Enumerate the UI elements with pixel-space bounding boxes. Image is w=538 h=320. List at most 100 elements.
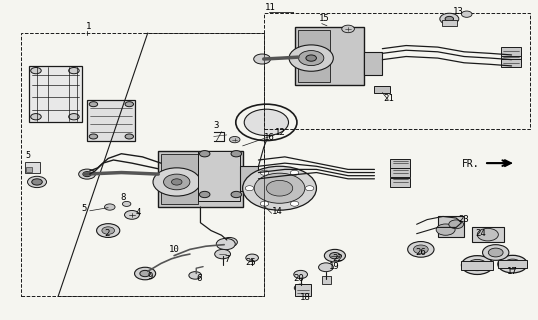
Circle shape (294, 284, 307, 292)
Circle shape (254, 54, 271, 64)
Text: 12: 12 (275, 128, 286, 137)
Circle shape (229, 136, 240, 143)
Bar (390, 159, 410, 168)
Circle shape (342, 25, 355, 33)
Circle shape (69, 68, 79, 74)
Bar (364, 52, 383, 75)
Circle shape (102, 227, 115, 234)
Bar (472, 228, 504, 242)
Circle shape (294, 270, 308, 278)
Text: 2: 2 (104, 229, 110, 238)
Bar (25, 162, 40, 172)
Circle shape (124, 211, 139, 219)
Bar (264, 12, 530, 129)
Circle shape (462, 11, 472, 17)
Circle shape (164, 174, 190, 190)
Circle shape (140, 270, 151, 277)
Circle shape (468, 260, 487, 271)
Circle shape (125, 134, 133, 139)
Circle shape (291, 201, 299, 206)
Circle shape (222, 237, 237, 247)
Text: 20: 20 (293, 274, 304, 283)
Circle shape (200, 191, 210, 198)
Bar (295, 27, 364, 85)
Circle shape (89, 102, 98, 107)
Bar (498, 260, 527, 268)
Circle shape (291, 170, 299, 175)
Circle shape (231, 191, 242, 198)
Circle shape (324, 249, 345, 262)
Bar (161, 154, 198, 204)
Text: 19: 19 (329, 262, 340, 271)
Text: 3: 3 (214, 121, 219, 130)
Text: 16: 16 (264, 133, 274, 142)
Circle shape (408, 242, 434, 257)
Circle shape (134, 267, 155, 280)
Text: 25: 25 (246, 258, 257, 267)
Text: 6: 6 (196, 274, 202, 283)
Bar (298, 30, 330, 82)
Circle shape (445, 16, 454, 21)
Text: 11: 11 (265, 3, 275, 12)
Circle shape (440, 13, 459, 25)
Text: 18: 18 (300, 293, 310, 302)
Text: 22: 22 (332, 254, 343, 263)
Bar (374, 86, 390, 92)
Circle shape (504, 259, 521, 269)
Circle shape (231, 151, 242, 157)
Text: 17: 17 (507, 267, 518, 276)
Bar (501, 59, 521, 68)
Bar (462, 261, 493, 270)
Text: 1: 1 (86, 22, 91, 31)
Circle shape (31, 68, 41, 74)
Bar (295, 284, 311, 296)
Bar (29, 66, 82, 122)
Bar (442, 20, 457, 26)
Bar (501, 47, 521, 56)
Circle shape (31, 114, 41, 120)
Bar (240, 166, 258, 191)
Text: 13: 13 (452, 7, 463, 16)
Text: 7: 7 (225, 255, 230, 264)
Circle shape (306, 186, 314, 191)
Text: 21: 21 (383, 94, 394, 103)
Circle shape (243, 166, 316, 210)
Circle shape (254, 173, 305, 203)
Text: 5: 5 (25, 151, 31, 160)
Circle shape (449, 220, 464, 229)
Circle shape (289, 45, 334, 71)
Bar (198, 151, 240, 201)
Circle shape (462, 256, 493, 275)
Bar (438, 216, 464, 237)
Circle shape (436, 224, 455, 235)
Circle shape (79, 169, 96, 179)
Circle shape (483, 245, 509, 260)
Circle shape (489, 248, 503, 257)
Circle shape (299, 51, 324, 66)
Bar (390, 178, 410, 187)
Circle shape (330, 252, 340, 259)
Text: 9: 9 (148, 272, 153, 281)
Circle shape (200, 151, 210, 157)
Circle shape (153, 168, 201, 196)
Text: 15: 15 (319, 14, 330, 23)
Circle shape (260, 170, 269, 175)
Circle shape (83, 172, 91, 177)
Circle shape (244, 109, 288, 136)
Circle shape (498, 255, 527, 273)
Text: 24: 24 (476, 229, 486, 238)
Bar (21, 33, 264, 296)
Bar (26, 167, 32, 172)
Circle shape (245, 186, 254, 191)
Bar (87, 100, 134, 141)
Circle shape (246, 254, 258, 262)
Circle shape (89, 134, 98, 139)
Circle shape (69, 114, 79, 120)
Circle shape (216, 238, 235, 250)
Circle shape (260, 201, 269, 206)
Circle shape (27, 176, 46, 188)
Text: 23: 23 (459, 215, 470, 224)
Text: 26: 26 (415, 248, 426, 257)
Circle shape (123, 201, 131, 206)
Circle shape (306, 55, 316, 61)
